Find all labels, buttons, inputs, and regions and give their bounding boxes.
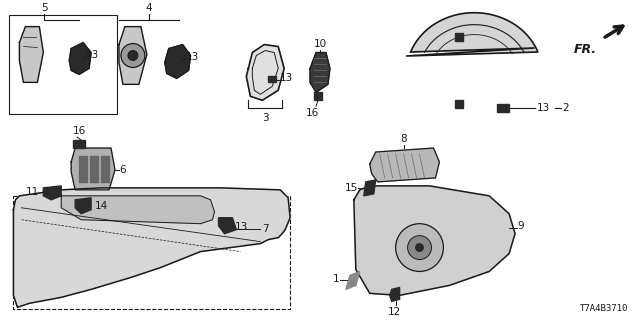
Text: 5: 5 [41, 3, 47, 13]
Circle shape [408, 236, 431, 260]
Polygon shape [79, 156, 87, 182]
Text: 2: 2 [562, 103, 568, 113]
Text: 16: 16 [73, 126, 86, 136]
Bar [268, 76, 276, 82]
Text: 14: 14 [95, 201, 108, 211]
Text: 8: 8 [400, 134, 407, 144]
Polygon shape [61, 196, 214, 224]
Text: 12: 12 [388, 307, 401, 317]
Circle shape [396, 224, 444, 271]
Polygon shape [455, 33, 463, 41]
Polygon shape [354, 186, 515, 295]
Polygon shape [69, 43, 91, 75]
Text: 13: 13 [86, 51, 99, 60]
Polygon shape [346, 271, 360, 289]
Polygon shape [19, 27, 44, 82]
Text: 13: 13 [280, 73, 293, 84]
Polygon shape [75, 198, 91, 214]
Polygon shape [119, 27, 147, 84]
Text: 10: 10 [314, 38, 326, 49]
Text: 3: 3 [262, 113, 269, 123]
Text: 4: 4 [145, 3, 152, 13]
Polygon shape [101, 156, 109, 182]
Text: 11: 11 [26, 187, 39, 197]
Polygon shape [164, 44, 191, 78]
Polygon shape [218, 218, 236, 234]
Polygon shape [455, 100, 463, 108]
Polygon shape [310, 52, 330, 92]
Polygon shape [390, 287, 399, 301]
Text: 16: 16 [305, 108, 319, 118]
Bar [10, 15, 117, 114]
Circle shape [128, 51, 138, 60]
Polygon shape [90, 156, 98, 182]
Text: 13: 13 [186, 52, 199, 62]
Text: 6: 6 [119, 165, 125, 175]
Polygon shape [13, 188, 290, 307]
Text: T7A4B3710: T7A4B3710 [580, 304, 628, 313]
Text: FR.: FR. [573, 43, 596, 56]
Polygon shape [364, 180, 376, 196]
Circle shape [121, 44, 145, 68]
Text: 13: 13 [537, 103, 550, 113]
Polygon shape [73, 140, 85, 148]
Text: 9: 9 [517, 221, 524, 231]
Polygon shape [314, 92, 322, 100]
Text: 15: 15 [344, 183, 358, 193]
Polygon shape [406, 13, 538, 56]
Circle shape [415, 244, 424, 252]
Polygon shape [370, 148, 440, 182]
Polygon shape [497, 104, 509, 112]
Polygon shape [71, 148, 115, 190]
Text: 7: 7 [262, 224, 269, 234]
Polygon shape [246, 44, 284, 100]
Text: 1: 1 [333, 275, 340, 284]
Polygon shape [44, 186, 61, 200]
Text: 13: 13 [234, 222, 248, 232]
